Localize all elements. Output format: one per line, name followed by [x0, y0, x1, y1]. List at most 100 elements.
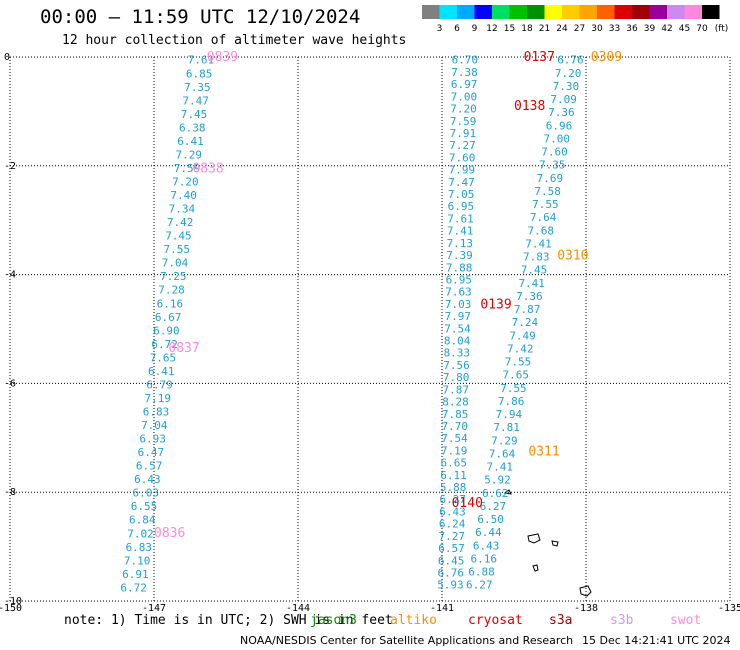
pass-label: 0310 — [557, 249, 588, 264]
wave-height-value: 6.95 — [448, 200, 475, 213]
page-subtitle: 12 hour collection of altimeter wave hei… — [62, 33, 407, 48]
island-outlines — [503, 489, 592, 597]
wave-height-value: 6.11 — [440, 469, 467, 482]
island-outline — [579, 585, 592, 597]
wave-height-value: 7.45 — [521, 264, 548, 277]
colorbar-swatch — [579, 5, 597, 19]
colorbar-swatch — [439, 5, 457, 19]
pass-label: 0836 — [154, 526, 185, 541]
wave-height-value: 6.72 — [120, 581, 146, 594]
wave-height-value: 7.47 — [182, 94, 209, 107]
wave-height-value: 6.85 — [186, 67, 213, 80]
pass-labels: 0839 0838 0837 0836 0137 0138 0139 0140 0309 0310… — [154, 50, 622, 541]
wave-height-value: 6.03 — [132, 487, 159, 500]
wave-height-value: 7.40 — [170, 189, 197, 202]
wave-height-value: 7.65 — [502, 369, 528, 382]
wave-height-value: 7.64 — [530, 211, 557, 224]
wave-height-value: 7.20 — [555, 67, 582, 80]
wave-height-value: 6.43 — [134, 473, 161, 486]
wave-height-value: 7.20 — [450, 103, 477, 116]
wave-height-value: 7.29 — [176, 148, 203, 161]
colorbar-swatch — [632, 5, 650, 19]
wave-height-value: 6.96 — [546, 119, 573, 132]
colorbar-swatch — [474, 5, 492, 19]
wave-height-value: 6.45 — [438, 554, 465, 567]
wave-height-value: 7.04 — [141, 419, 168, 432]
footer-note: note: 1) Time is in UTC; 2) SWH is in fe… — [64, 613, 393, 628]
wave-height-value: 5.92 — [484, 474, 511, 487]
colorbar-label: 24 — [556, 24, 568, 34]
wave-height-value: 7.42 — [167, 216, 194, 229]
wave-height-value: 7.49 — [509, 329, 536, 342]
x-axis-ticks: -150 -147 -144 -141 -138 -135 — [0, 603, 740, 614]
satellite-label-s3a: s3a — [549, 613, 573, 628]
pass-label: 0838 — [192, 162, 223, 177]
wave-height-value: 5.88 — [440, 481, 467, 494]
satellite-label-altiko: altiko — [390, 613, 437, 628]
wave-height-value: 7.59 — [450, 115, 477, 128]
pass-label: 0309 — [591, 50, 622, 65]
y-tick-label: -10 — [4, 596, 22, 607]
wave-height-value: 7.41 — [525, 237, 552, 250]
colorbar-label: 42 — [661, 24, 672, 34]
pass-label: 0138 — [514, 99, 545, 114]
wave-height-value: 7.64 — [489, 447, 516, 460]
island-outline — [527, 533, 541, 544]
wave-height-value: 6.79 — [146, 378, 173, 391]
wave-height-value: 7.61 — [447, 212, 474, 225]
wave-height-value: 7.56 — [443, 359, 470, 372]
wave-height-value: 7.28 — [158, 284, 185, 297]
wave-height-value: 7.70 — [442, 420, 469, 433]
wave-height-value: 6.27 — [466, 579, 493, 592]
wave-height-value: 7.60 — [449, 151, 476, 164]
x-tick-label: -135 — [718, 603, 740, 614]
wave-height-value: 7.97 — [445, 310, 472, 323]
wave-height-value: 6.16 — [471, 552, 498, 565]
wave-height-value: 7.58 — [534, 185, 561, 198]
wave-height-value: 7.94 — [496, 408, 523, 421]
wave-height-value: 6.76 — [557, 54, 584, 67]
wave-height-value: 7.45 — [181, 108, 208, 121]
wave-height-value: 7.42 — [507, 342, 534, 355]
colorbar-label: 18 — [521, 24, 533, 34]
satellite-label-swot: swot — [670, 613, 702, 628]
wave-height-value: 7.87 — [514, 303, 541, 316]
wave-height-value: 6.84 — [129, 514, 156, 527]
wave-height-value: 5.93 — [437, 579, 464, 592]
wave-height-value: 7.54 — [444, 322, 471, 335]
wave-height-value: 6.93 — [139, 433, 166, 446]
wave-height-value: 7.69 — [537, 172, 564, 185]
colorbar-swatch — [544, 5, 562, 19]
wave-height-value: 7.02 — [127, 527, 153, 540]
colorbar-label: 21 — [539, 24, 550, 34]
wave-height-value: 7.30 — [553, 80, 580, 93]
colorbar-label: 6 — [454, 24, 460, 34]
wave-height-value: 7.39 — [446, 249, 473, 262]
colorbar-swatch — [422, 5, 440, 19]
colorbar-swatch — [667, 5, 685, 19]
colorbar-legend: 3 6 9 12 15 18 21 24 27 30 33 36 39 42 45 70 (ft) — [422, 5, 728, 34]
x-tick-label: -144 — [286, 603, 310, 614]
x-tick-label: -141 — [430, 603, 454, 614]
colorbar-swatch — [527, 5, 545, 19]
wave-height-value: 6.62 — [482, 487, 509, 500]
colorbar-swatch — [684, 5, 702, 19]
wave-height-value: 7.10 — [124, 554, 151, 567]
wave-height-value: 7.87 — [443, 383, 470, 396]
wave-height-value: 7.86 — [498, 395, 525, 408]
wave-height-value: 7.20 — [172, 175, 199, 188]
wave-height-value: 7.19 — [441, 444, 468, 457]
wave-height-value: 7.45 — [165, 230, 192, 243]
wave-height-value: 7.36 — [548, 106, 575, 119]
wave-height-value: 7.00 — [451, 90, 478, 103]
wave-height-value: 8.28 — [442, 396, 469, 409]
colorbar-label: 3 — [437, 24, 443, 34]
wave-height-value: 6.44 — [475, 526, 502, 539]
island-outline — [551, 540, 559, 547]
wave-height-value: 6.55 — [131, 500, 158, 513]
wave-height-value: 7.55 — [532, 198, 559, 211]
wave-height-value: 7.85 — [442, 408, 469, 421]
colorbar-swatch — [562, 5, 580, 19]
wave-height-value: 8.33 — [444, 347, 471, 360]
wave-height-value: 7.35 — [184, 81, 211, 94]
